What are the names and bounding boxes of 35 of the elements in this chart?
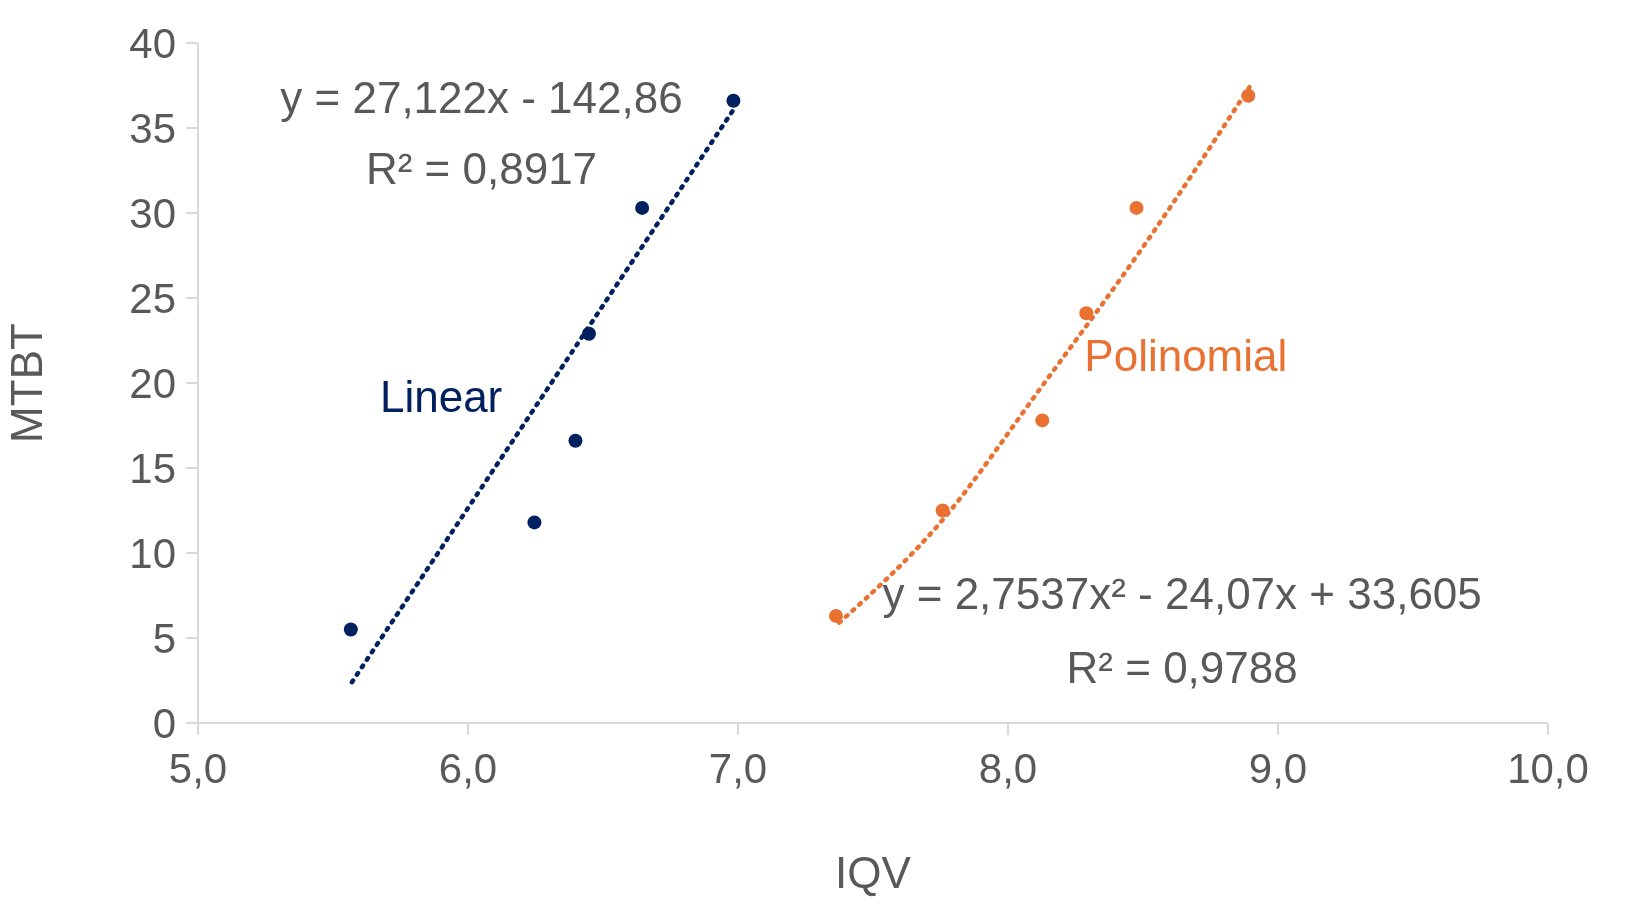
x-tick-label: 9,0 bbox=[1248, 744, 1308, 792]
annotation: y = 2,7537x² - 24,07x + 33,605 bbox=[882, 569, 1482, 619]
x-tick-label: 5,0 bbox=[168, 744, 228, 792]
series-label: Linear bbox=[379, 372, 503, 422]
series-label: Polinomial bbox=[1084, 330, 1288, 380]
point bbox=[343, 622, 358, 637]
x-tick-label: 6,0 bbox=[438, 744, 498, 792]
y-tick-label: 30 bbox=[129, 189, 176, 237]
annotation: y = 27,122x - 142,86 bbox=[280, 73, 683, 123]
point bbox=[726, 93, 741, 108]
y-tick-label: 20 bbox=[129, 359, 176, 407]
y-tick-label: 5 bbox=[152, 614, 176, 662]
point bbox=[1079, 306, 1094, 321]
y-tick-label: 0 bbox=[152, 699, 176, 747]
annotation: R² = 0,8917 bbox=[365, 144, 598, 194]
x-tick-label: 8,0 bbox=[978, 744, 1038, 792]
x-tick-label: 7,0 bbox=[708, 744, 768, 792]
point bbox=[829, 608, 844, 623]
y-tick-label: 40 bbox=[129, 19, 176, 67]
x-tick-label: 10,0 bbox=[1507, 744, 1589, 792]
y-tick-label: 10 bbox=[129, 529, 176, 577]
y-tick-label: 15 bbox=[129, 444, 176, 492]
point bbox=[1035, 413, 1050, 428]
point bbox=[527, 515, 542, 530]
point bbox=[635, 200, 650, 215]
point bbox=[581, 326, 596, 341]
y-tick-label: 25 bbox=[129, 274, 176, 322]
point bbox=[935, 503, 950, 518]
y-axis-title: MTBT bbox=[1, 323, 51, 443]
annotation: R² = 0,9788 bbox=[1066, 642, 1298, 692]
point bbox=[568, 433, 583, 448]
point bbox=[1241, 88, 1256, 103]
y-tick-label: 35 bbox=[129, 104, 176, 152]
point bbox=[1129, 200, 1144, 215]
x-axis-title: IQV bbox=[835, 848, 912, 897]
